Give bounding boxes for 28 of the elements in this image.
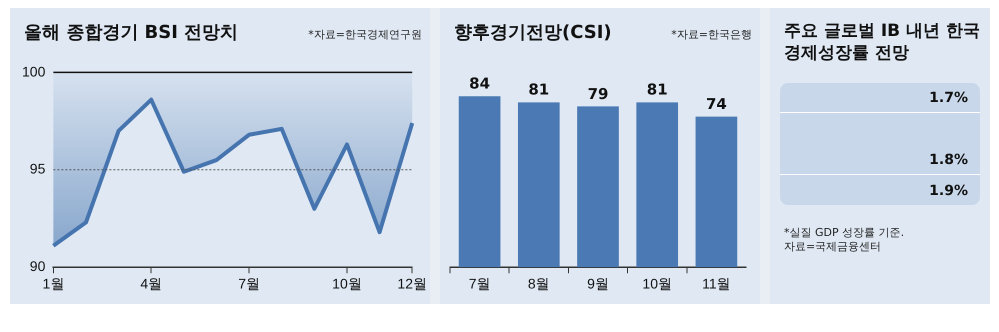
chart-title: 올해 종합경기 BSI 전망치 <box>24 21 238 44</box>
text: 1.7% <box>929 90 968 106</box>
x-tick-label: 7월 <box>238 275 260 292</box>
x-tick-label: 10월 <box>642 275 672 292</box>
y-tick-label: 100 <box>22 63 46 80</box>
x-tick-label: 4월 <box>140 275 162 292</box>
data-label: 79 <box>588 84 608 103</box>
text: *자료=한국경제연구원 <box>308 27 422 42</box>
data-label: 81 <box>528 80 550 99</box>
x-tick-label: 10월 <box>332 275 362 292</box>
x-tick-label: 7월 <box>468 275 490 292</box>
text: 자료=국제금융센터 <box>784 240 882 253</box>
x-tick-label: 11월 <box>702 275 731 292</box>
x-tick-label: 1월 <box>42 275 64 292</box>
text: *실질 GDP 성장률 기준. <box>784 226 904 239</box>
x-tick-label: 8월 <box>528 275 550 292</box>
y-tick-label: 90 <box>30 258 46 274</box>
data-label: 74 <box>706 94 727 113</box>
chart-title: 향후경기전망(CSI) <box>454 21 612 44</box>
data-label: 84 <box>469 74 490 93</box>
x-tick-label: 12월 <box>397 275 428 292</box>
text: 주요 글로벌 IB 내년 한국 경제성장률 전망 <box>784 20 981 64</box>
data-label: 81 <box>646 80 668 99</box>
text: *자료=한국은행 <box>671 27 752 42</box>
y-tick-label: 95 <box>30 160 46 177</box>
text: 1.8% <box>929 152 968 168</box>
x-tick-label: 9월 <box>587 275 609 292</box>
text: 1.9% <box>929 183 968 199</box>
